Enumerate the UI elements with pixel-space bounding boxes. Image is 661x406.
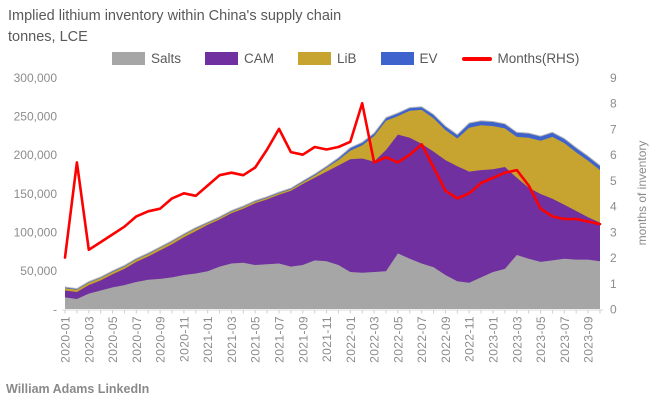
attribution-text: William Adams LinkedIn xyxy=(6,382,150,396)
right-axis-tick-label: 5 xyxy=(610,174,617,188)
months-rhs-line xyxy=(63,101,602,259)
area-salts xyxy=(65,253,600,309)
legend-item-months: Months(RHS) xyxy=(461,51,580,66)
x-axis-tick-label: 2023-03 xyxy=(510,316,524,363)
legend-swatch-salts-icon xyxy=(112,52,145,65)
legend-label-salts: Salts xyxy=(151,51,182,66)
right-axis-tick-label: 8 xyxy=(610,97,617,111)
right-axis-tick-label: 7 xyxy=(610,122,617,136)
stack-top-outline xyxy=(64,106,601,290)
legend-swatch-ev-icon xyxy=(380,52,414,65)
x-axis-tick-label: 2022-07 xyxy=(415,316,429,363)
y-axis-tick-label: 50,000 xyxy=(20,264,57,278)
legend-label-lib: LiB xyxy=(337,51,357,66)
legend-item-ev: EV xyxy=(380,51,438,66)
right-axis-tick-label: 1 xyxy=(610,277,617,291)
x-axis-tick-label: 2021-03 xyxy=(225,316,239,363)
right-axis-tick-label: 0 xyxy=(610,303,617,317)
x-axis-tick-label: 2020-09 xyxy=(154,316,168,363)
x-axis-tick-label: 2020-05 xyxy=(106,316,120,363)
chart-header: Implied lithium inventory within China's… xyxy=(8,6,341,48)
x-axis-tick-label: 2021-05 xyxy=(249,316,263,363)
x-axis-tick-label: 2023-01 xyxy=(487,316,501,363)
x-axis-tick-label: 2022-01 xyxy=(344,316,358,363)
right-axis-tick-label: 3 xyxy=(610,225,617,239)
x-axis-tick-label: 2020-11 xyxy=(177,316,191,362)
y-axis-tick-label: 250,000 xyxy=(14,110,58,124)
y-axis-tick-label: - xyxy=(53,303,57,317)
legend-swatch-lib-icon xyxy=(298,52,332,65)
legend-label-ev: EV xyxy=(419,51,438,66)
right-axis-tick-label: 9 xyxy=(610,71,617,85)
legend-item-cam: CAM xyxy=(205,51,274,66)
chart-legend: Salts CAM LiB EV Months(RHS) xyxy=(112,51,579,66)
right-axis-tick-label: 2 xyxy=(610,251,617,265)
x-axis-tick-label: 2022-03 xyxy=(368,316,382,363)
area-cam xyxy=(65,134,600,309)
legend-swatch-months-icon xyxy=(461,56,492,61)
chart-title: Implied lithium inventory within China's… xyxy=(8,8,342,24)
x-axis-tick-label: 2021-09 xyxy=(296,316,310,363)
legend-item-salts: Salts xyxy=(112,51,181,66)
x-axis-tick-label: 2022-05 xyxy=(391,316,405,363)
x-axis-tick-label: 2021-11 xyxy=(320,316,334,362)
x-axis-tick-label: 2023-05 xyxy=(534,316,548,363)
x-axis-tick-label: 2023-09 xyxy=(582,316,596,363)
x-axis-tick-label: 2020-03 xyxy=(82,316,96,363)
legend-label-cam: CAM xyxy=(244,51,275,66)
right-axis-tick-label: 4 xyxy=(610,200,617,214)
right-axis-tick-label: 6 xyxy=(610,148,617,162)
y-axis-tick-label: 200,000 xyxy=(14,148,58,162)
x-axis-tick-label: 2020-07 xyxy=(130,316,144,363)
y-axis-tick-label: 300,000 xyxy=(14,71,58,85)
y-axis-tick-label: 150,000 xyxy=(14,187,58,201)
x-axis-tick-label: 2020-01 xyxy=(59,316,73,363)
y-axis-tick-label: 100,000 xyxy=(14,225,58,239)
chart-subtitle: tonnes, LCE xyxy=(8,29,88,45)
x-axis-tick-label: 2023-07 xyxy=(558,316,572,363)
x-axis-tick-label: 2021-01 xyxy=(201,316,215,363)
legend-label-months: Months(RHS) xyxy=(497,51,580,66)
x-axis-tick-label: 2022-11 xyxy=(463,316,477,362)
right-axis-title: months of inventory xyxy=(635,141,649,246)
legend-item-lib: LiB xyxy=(298,51,357,66)
x-axis-tick-label: 2022-09 xyxy=(439,316,453,363)
x-axis-tick-label: 2021-07 xyxy=(273,316,287,363)
legend-swatch-cam-icon xyxy=(205,52,239,65)
